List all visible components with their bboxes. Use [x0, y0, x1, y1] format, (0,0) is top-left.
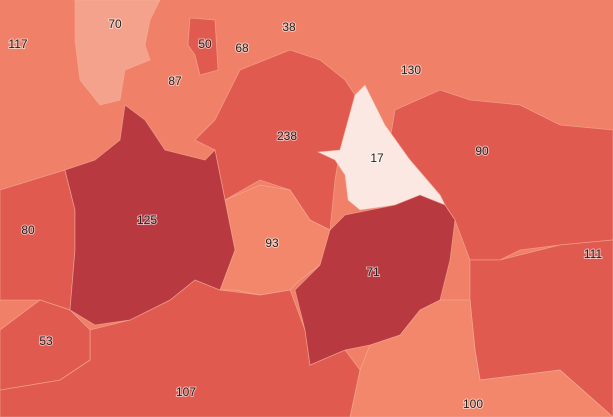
label-100: 100 — [463, 397, 483, 411]
region-93[interactable] — [219, 184, 331, 296]
label-70: 70 — [108, 17, 122, 31]
label-38: 38 — [282, 20, 296, 34]
label-111: 111 — [584, 247, 603, 261]
label-53: 53 — [39, 334, 53, 348]
label-80: 80 — [21, 223, 35, 237]
label-50: 50 — [198, 37, 212, 51]
label-87: 87 — [168, 74, 182, 88]
region-70[interactable] — [74, 0, 161, 106]
label-117: 117 — [8, 37, 27, 51]
label-125: 125 — [137, 213, 157, 227]
label-71: 71 — [366, 265, 380, 279]
region-80[interactable] — [0, 169, 76, 311]
region-50[interactable] — [187, 17, 219, 76]
region-71[interactable] — [294, 194, 456, 366]
label-17: 17 — [370, 151, 384, 165]
label-68: 68 — [235, 41, 249, 55]
label-90: 90 — [475, 144, 489, 158]
region-53[interactable] — [0, 299, 91, 391]
label-93: 93 — [265, 236, 279, 250]
label-107: 107 — [176, 385, 196, 399]
label-238: 238 — [277, 129, 297, 143]
label-130: 130 — [401, 63, 421, 77]
region-125[interactable] — [64, 104, 236, 326]
